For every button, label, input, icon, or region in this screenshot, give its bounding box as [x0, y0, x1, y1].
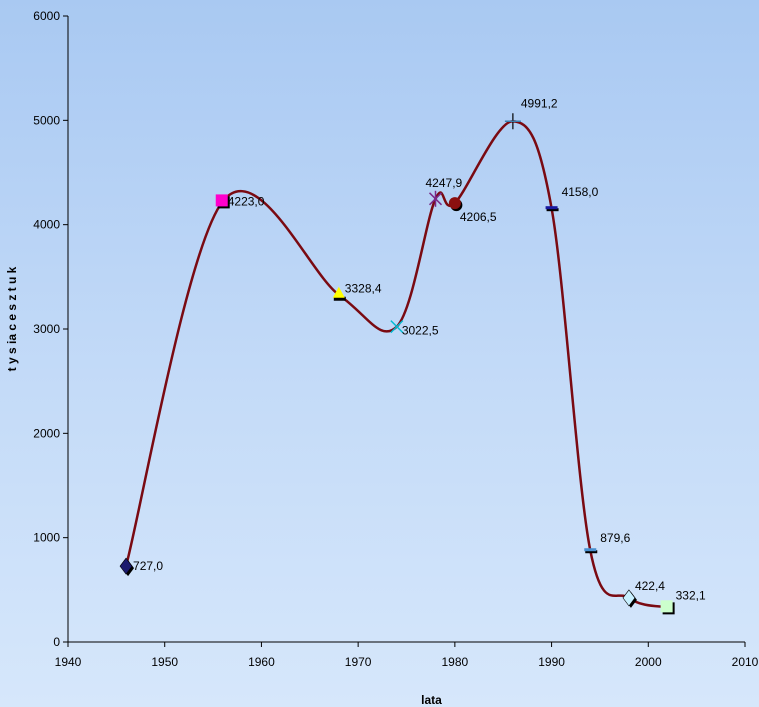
data-label: 422,4: [635, 579, 665, 593]
data-point-diamond: [119, 557, 135, 577]
data-point-diamond: [622, 589, 637, 608]
data-label: 4223,0: [228, 194, 265, 208]
tick-labels: 0 1000 2000 3000 4000 5000 6000 1940 1950 1960 197…: [33, 9, 758, 669]
data-point-triangle: [332, 286, 346, 301]
data-point-star: [428, 190, 443, 207]
series-line: [124, 120, 668, 609]
data-label: 3022,5: [402, 324, 439, 338]
y-tick-label: 0: [53, 635, 60, 649]
y-tick-label: 5000: [33, 113, 60, 127]
y-tick-label: 1000: [33, 531, 60, 545]
y-axis-title: t y s ia c e s z t u k: [5, 266, 19, 371]
x-tick-label: 1940: [55, 655, 82, 669]
x-tick-label: 2010: [732, 655, 759, 669]
x-tick-label: 1960: [248, 655, 275, 669]
x-axis-title: lata: [421, 693, 442, 707]
data-labels: 727,0 4223,0 3328,4 3022,5 4247,9 4206,5 4991,…: [133, 96, 706, 602]
y-tick-label: 6000: [33, 9, 60, 23]
x-tick-label: 2000: [635, 655, 662, 669]
x-tick-label: 1970: [345, 655, 372, 669]
data-label: 4247,9: [426, 176, 463, 190]
data-point-square: [660, 600, 675, 615]
data-point-dash: [584, 548, 598, 554]
data-point-x: [390, 320, 404, 334]
data-label: 727,0: [133, 559, 163, 573]
y-tick-label: 4000: [33, 218, 60, 232]
x-tick-label: 1950: [151, 655, 178, 669]
y-tick-label: 2000: [33, 426, 60, 440]
data-label: 332,1: [676, 588, 706, 602]
data-point-circle: [448, 197, 463, 212]
data-point-dash: [545, 206, 559, 212]
y-tick-label: 3000: [33, 322, 60, 336]
data-point-square: [215, 194, 230, 209]
data-label: 4991,2: [521, 96, 558, 110]
x-tick-label: 1990: [538, 655, 565, 669]
axes: [63, 15, 746, 647]
data-label: 4206,5: [460, 210, 497, 224]
data-label: 4158,0: [562, 185, 599, 199]
data-label: 3328,4: [345, 282, 382, 296]
markers: [119, 113, 675, 615]
data-point-plus: [504, 113, 521, 130]
data-label: 879,6: [600, 531, 630, 545]
x-tick-label: 1980: [442, 655, 469, 669]
